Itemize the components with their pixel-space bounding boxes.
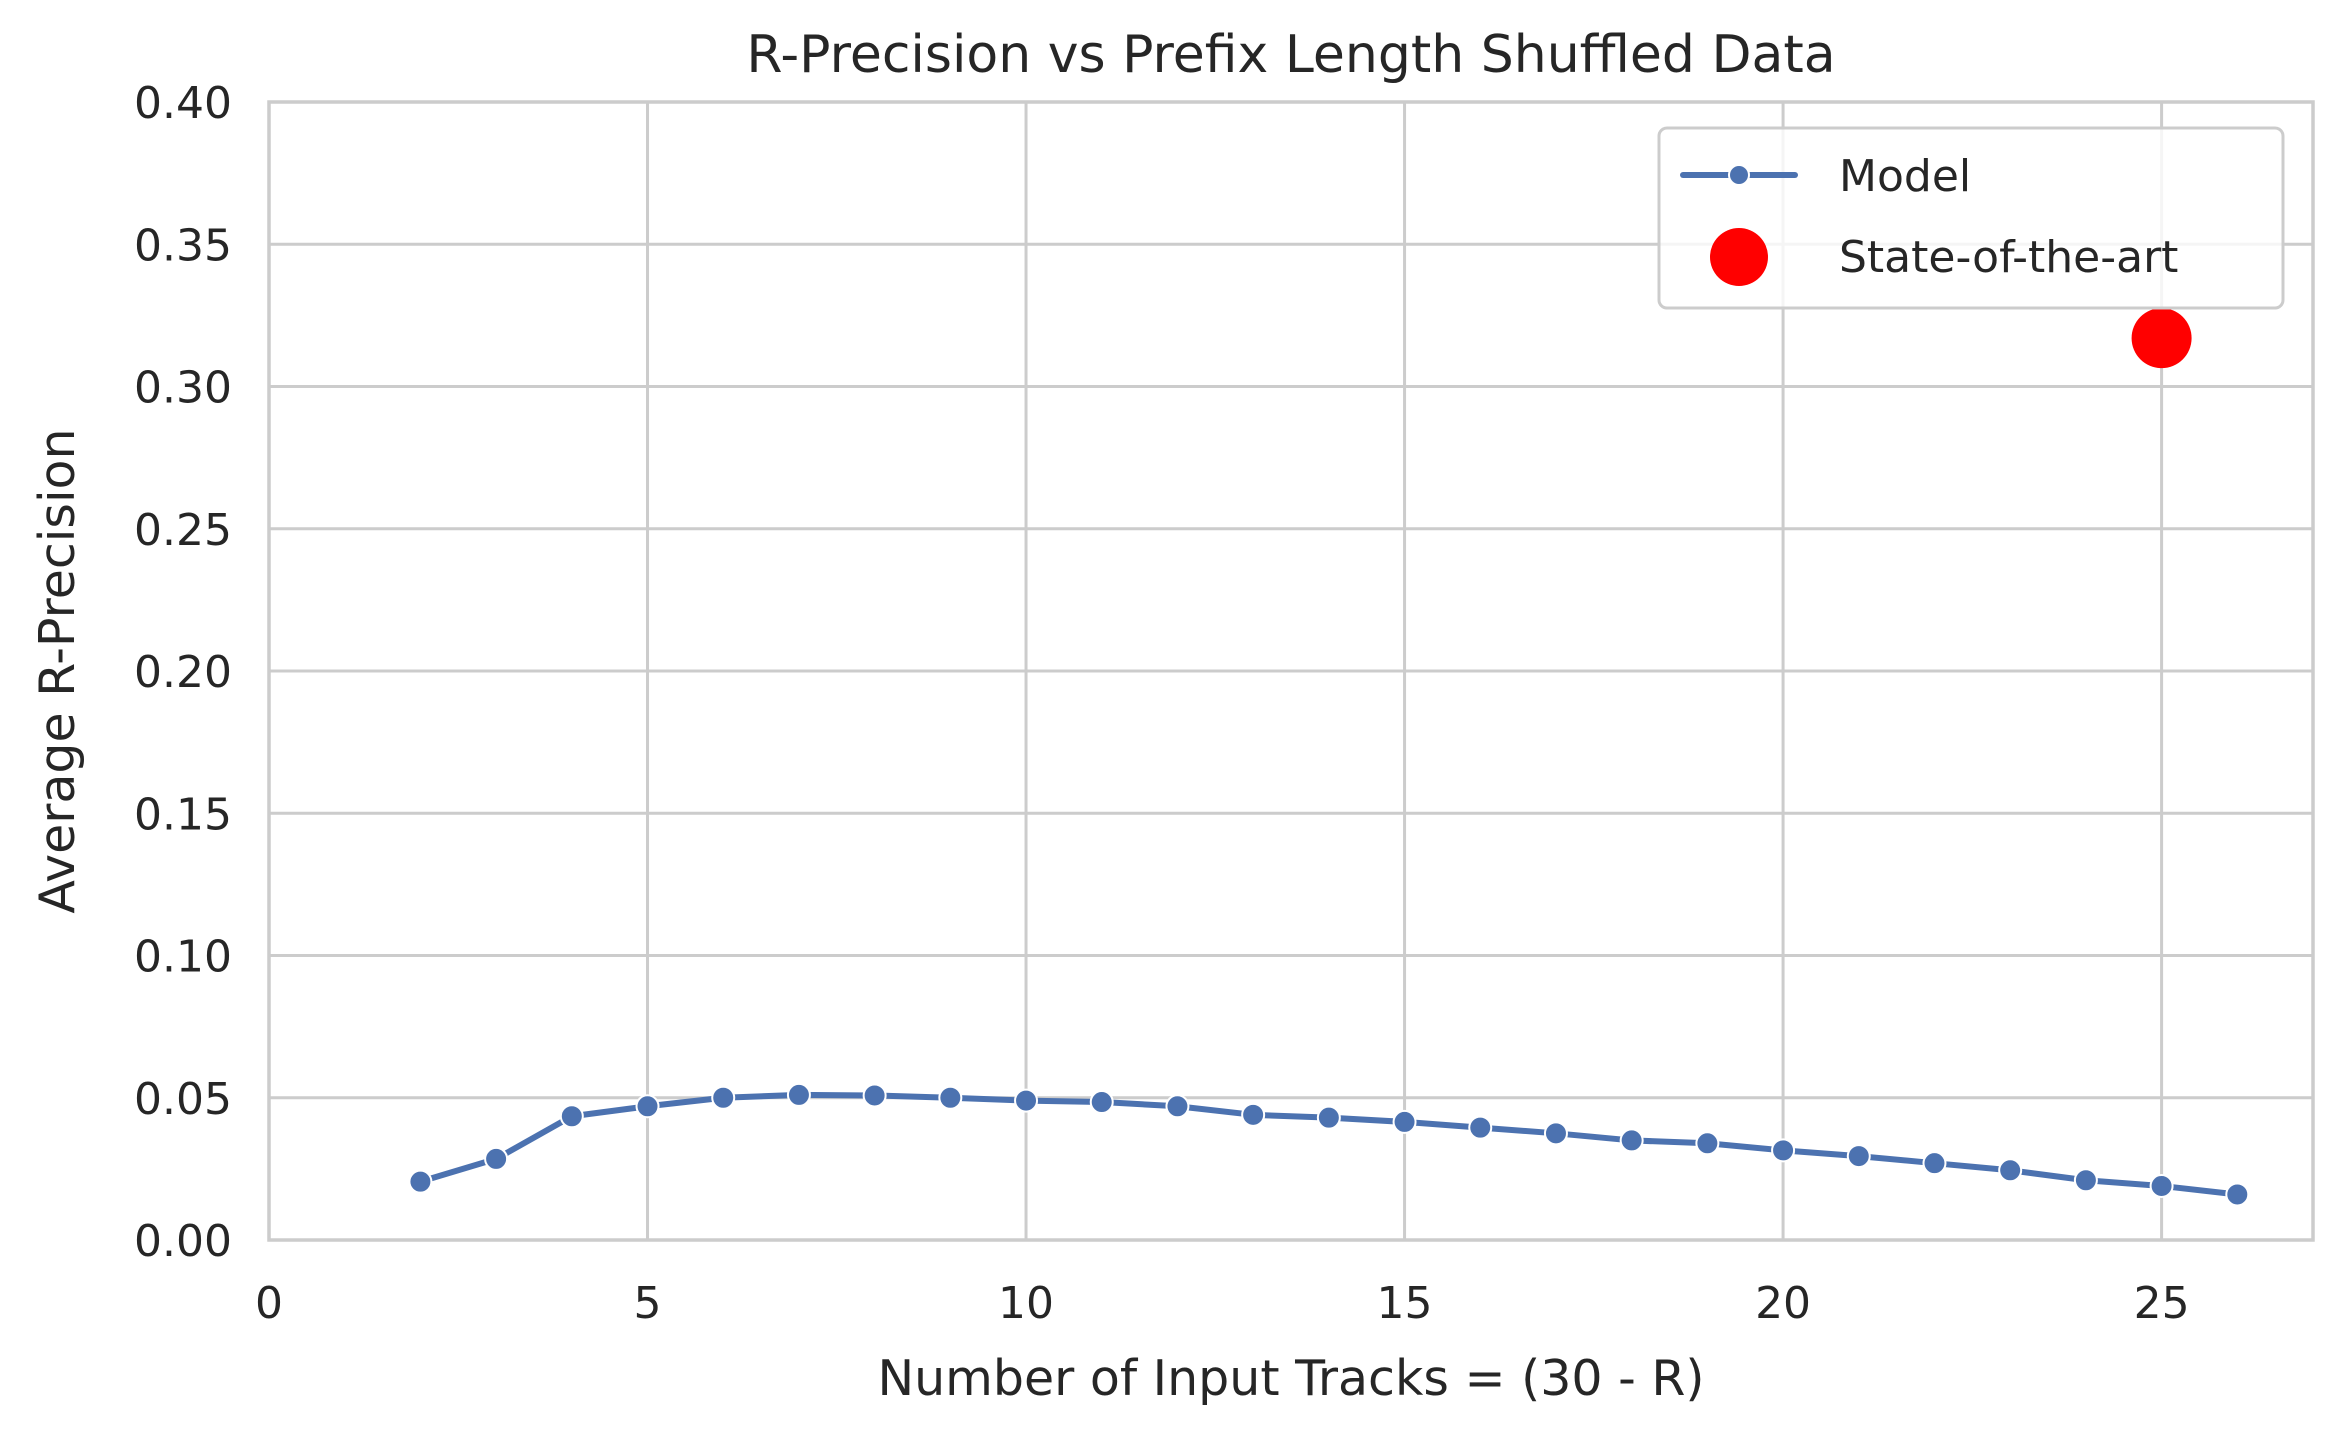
model-point — [1543, 1121, 1568, 1146]
model-point — [408, 1169, 433, 1194]
legend-model-marker — [1728, 164, 1750, 186]
y-tick-label: 0.15 — [134, 789, 232, 840]
y-tick-label: 0.25 — [134, 505, 232, 556]
legend-sota-label: State-of-the-art — [1839, 232, 2178, 283]
sota-point — [2131, 308, 2192, 369]
model-point — [711, 1085, 736, 1110]
series-layer — [408, 308, 2250, 1207]
model-point — [2149, 1173, 2174, 1198]
model-point — [484, 1146, 509, 1171]
model-point — [1089, 1090, 1114, 1115]
legend-model-label: Model — [1839, 151, 1971, 202]
model-point — [1468, 1115, 1493, 1140]
y-tick-label: 0.35 — [134, 220, 232, 271]
x-tick-label: 5 — [634, 1278, 662, 1329]
y-tick-label: 0.40 — [134, 78, 232, 129]
model-point — [1619, 1128, 1644, 1153]
y-tick-label: 0.20 — [134, 647, 232, 698]
model-point — [559, 1104, 584, 1129]
model-point — [1165, 1094, 1190, 1119]
model-point — [1316, 1105, 1341, 1130]
y-axis-label: Average R-Precision — [29, 428, 86, 913]
x-tick-label: 20 — [1755, 1278, 1811, 1329]
model-point — [1014, 1088, 1039, 1113]
model-point — [862, 1083, 887, 1108]
x-tick-label: 15 — [1377, 1278, 1433, 1329]
model-point — [1392, 1109, 1417, 1134]
model-point — [1846, 1144, 1871, 1169]
x-tick-label: 25 — [2134, 1278, 2190, 1329]
y-tick-labels: 0.00 0.05 0.10 0.15 0.20 0.25 0.30 0.35 0.40 — [134, 78, 232, 1267]
legend-frame — [1657, 126, 2285, 310]
model-point — [1998, 1158, 2023, 1183]
model-point — [2225, 1182, 2250, 1207]
legend: Model State-of-the-art — [1657, 126, 2285, 310]
y-tick-label: 0.05 — [134, 1074, 232, 1125]
x-tick-label: 10 — [998, 1278, 1054, 1329]
model-point — [635, 1094, 660, 1119]
x-axis-label: Number of Input Tracks = (30 - R) — [877, 1350, 1704, 1407]
x-tick-label: 0 — [255, 1278, 283, 1329]
y-tick-label: 0.00 — [134, 1216, 232, 1267]
model-point — [786, 1082, 811, 1107]
model-point — [938, 1085, 963, 1110]
y-tick-label: 0.30 — [134, 363, 232, 414]
legend-sota-marker — [1710, 228, 1768, 286]
x-tick-labels: 0 5 10 15 20 25 — [255, 1278, 2190, 1329]
model-point — [1695, 1131, 1720, 1156]
plot-frame — [267, 100, 2315, 1242]
model-point — [1241, 1102, 1266, 1127]
model-point — [1771, 1138, 1796, 1163]
model-point — [1922, 1151, 1947, 1176]
model-point — [2073, 1168, 2098, 1193]
chart-title: R-Precision vs Prefix Length Shuffled Da… — [746, 25, 1835, 85]
y-tick-label: 0.10 — [134, 932, 232, 983]
